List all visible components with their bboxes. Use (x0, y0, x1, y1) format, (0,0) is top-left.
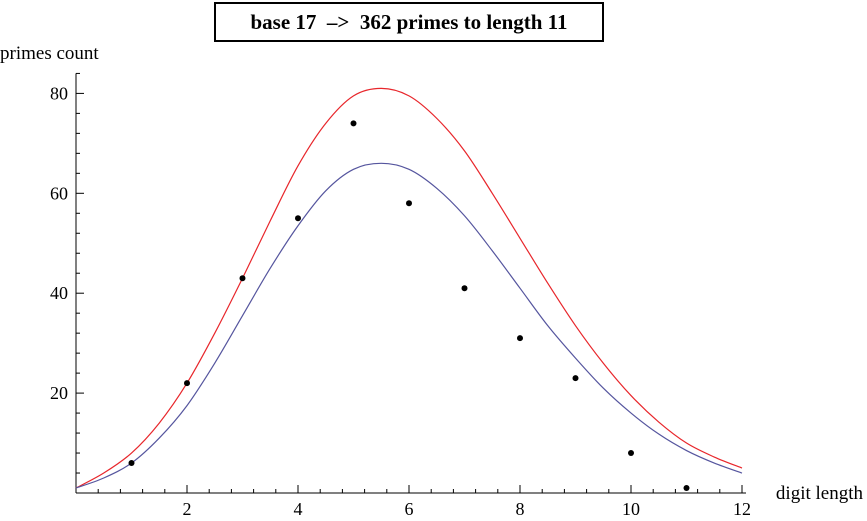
data-point (461, 285, 468, 292)
data-point (683, 485, 690, 492)
x-tick-label: 10 (622, 499, 640, 519)
x-tick-label: 8 (516, 499, 525, 519)
data-point (572, 375, 579, 382)
axes (75, 73, 746, 494)
data-point (517, 335, 523, 342)
data-points (128, 120, 690, 492)
chart-title: base 17 –> 362 primes to length 11 (214, 2, 604, 42)
x-axis-label: digit length (775, 483, 863, 504)
x-tick-label: 12 (733, 499, 751, 519)
curves (75, 87, 743, 489)
data-point (406, 200, 412, 207)
y-tick-label: 20 (50, 383, 68, 403)
data-point (295, 215, 301, 222)
curve-1 (75, 87, 743, 489)
data-point (628, 450, 634, 457)
data-point (350, 120, 357, 127)
data-point (128, 460, 135, 467)
data-point (184, 380, 190, 387)
curve-2 (75, 162, 743, 489)
y-tick-label: 60 (50, 183, 68, 203)
ticks: 2 4 6 8 10 12 20 40 60 80 (50, 72, 751, 519)
y-tick-label: 40 (50, 283, 68, 303)
y-tick-label: 80 (50, 83, 68, 103)
y-axis-label: primes count (0, 43, 99, 64)
x-tick-label: 6 (405, 499, 414, 519)
x-tick-label: 4 (294, 499, 303, 519)
x-tick-label: 2 (183, 499, 192, 519)
data-point (239, 275, 246, 282)
